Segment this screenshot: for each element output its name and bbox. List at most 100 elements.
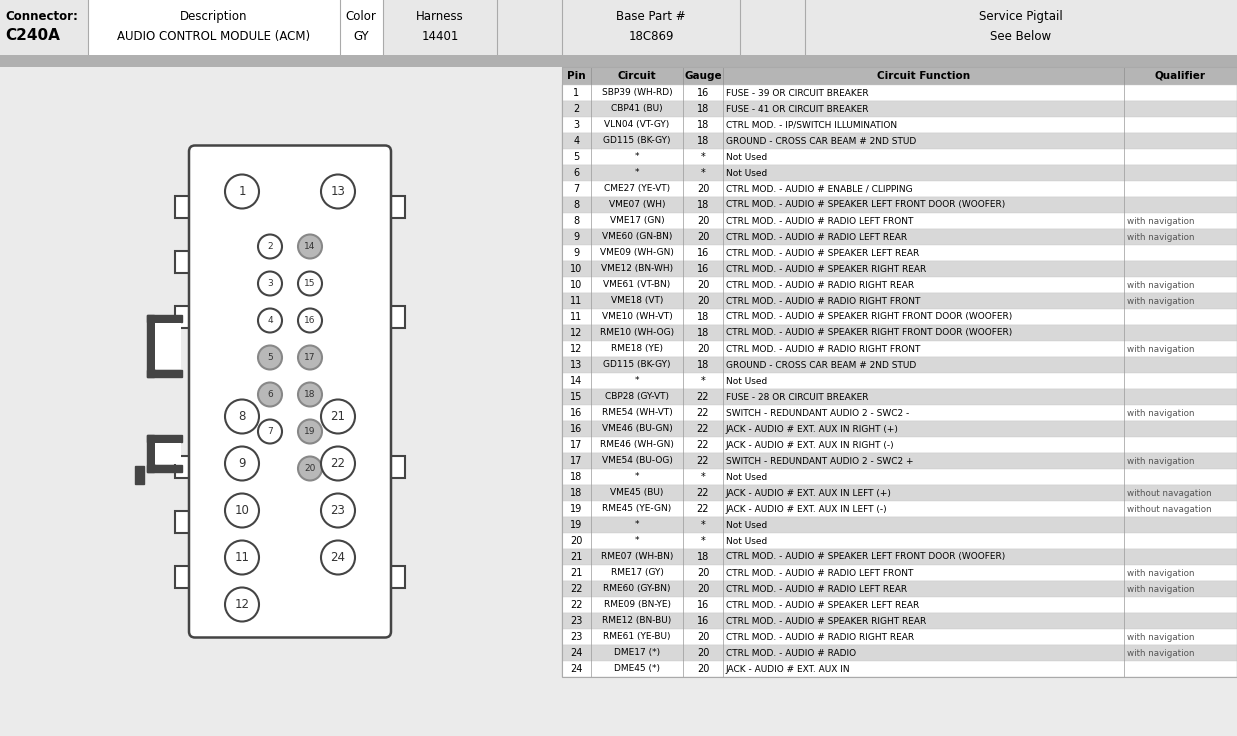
Text: RME09 (BN-YE): RME09 (BN-YE) (604, 601, 670, 609)
Bar (562, 325, 1237, 341)
Text: GD115 (BK-GY): GD115 (BK-GY) (604, 136, 670, 146)
Text: 11: 11 (235, 551, 250, 564)
Text: C240A: C240A (5, 28, 59, 43)
Text: 22: 22 (570, 584, 583, 594)
Text: 19: 19 (304, 427, 315, 436)
Text: CTRL MOD. - AUDIO # RADIO LEFT REAR: CTRL MOD. - AUDIO # RADIO LEFT REAR (726, 584, 907, 593)
Bar (683, 67, 722, 85)
Text: CTRL MOD. - AUDIO # SPEAKER LEFT REAR: CTRL MOD. - AUDIO # SPEAKER LEFT REAR (726, 249, 919, 258)
Bar (174, 250, 195, 272)
Circle shape (320, 540, 355, 575)
Text: Base Part #: Base Part # (616, 10, 685, 23)
Circle shape (225, 494, 259, 528)
Circle shape (298, 345, 322, 369)
Text: 18: 18 (696, 360, 709, 370)
Text: 22: 22 (570, 600, 583, 610)
Text: 10: 10 (570, 264, 583, 274)
Text: 7: 7 (267, 427, 273, 436)
Text: Circuit: Circuit (617, 71, 657, 81)
Text: 21: 21 (330, 410, 345, 423)
Text: RME18 (YE): RME18 (YE) (611, 344, 663, 353)
Circle shape (225, 540, 259, 575)
Bar (385, 456, 404, 478)
Text: 17: 17 (304, 353, 315, 362)
Bar (562, 309, 1237, 325)
Text: 16: 16 (696, 248, 709, 258)
Text: 3: 3 (573, 120, 579, 130)
Text: 6: 6 (573, 168, 579, 178)
Text: with navigation: with navigation (1127, 233, 1194, 241)
Bar (88, 0, 340, 55)
Text: with navigation: with navigation (1127, 344, 1194, 353)
Text: VME18 (VT): VME18 (VT) (611, 297, 663, 305)
Text: RME12 (BN-BU): RME12 (BN-BU) (602, 617, 672, 626)
Bar (562, 341, 1237, 357)
Text: 19: 19 (570, 504, 583, 514)
Text: VME54 (BU-OG): VME54 (BU-OG) (601, 456, 673, 465)
Circle shape (225, 174, 259, 208)
Text: 23: 23 (570, 616, 583, 626)
Text: 24: 24 (330, 551, 345, 564)
Text: 1: 1 (573, 88, 579, 98)
Text: 22: 22 (696, 440, 709, 450)
Bar (562, 101, 1237, 117)
Circle shape (320, 400, 355, 434)
Text: VME17 (GN): VME17 (GN) (610, 216, 664, 225)
Bar (562, 453, 1237, 469)
Text: *: * (635, 377, 640, 386)
Text: 14401: 14401 (422, 30, 459, 43)
Text: VME12 (BN-WH): VME12 (BN-WH) (601, 264, 673, 274)
Text: with navigation: with navigation (1127, 408, 1194, 417)
Text: VME61 (VT-BN): VME61 (VT-BN) (604, 280, 670, 289)
Text: VME60 (GN-BN): VME60 (GN-BN) (602, 233, 672, 241)
Text: 22: 22 (330, 457, 345, 470)
Bar (174, 196, 195, 218)
Bar (562, 517, 1237, 533)
Bar (562, 181, 1237, 197)
Text: CME27 (YE-VT): CME27 (YE-VT) (604, 185, 670, 194)
Bar (562, 261, 1237, 277)
Text: 16: 16 (696, 616, 709, 626)
Text: 20: 20 (570, 536, 583, 546)
Text: 20: 20 (696, 632, 709, 642)
Text: Not Used: Not Used (726, 152, 767, 161)
Text: 22: 22 (696, 424, 709, 434)
Bar (155, 322, 181, 369)
Text: 15: 15 (570, 392, 583, 402)
Bar (147, 434, 182, 442)
Text: VME45 (BU): VME45 (BU) (610, 489, 664, 498)
Text: RME46 (WH-GN): RME46 (WH-GN) (600, 441, 674, 450)
Text: 20: 20 (696, 184, 709, 194)
Text: 12: 12 (570, 344, 583, 354)
Circle shape (298, 420, 322, 444)
Text: CTRL MOD. - AUDIO # SPEAKER RIGHT REAR: CTRL MOD. - AUDIO # SPEAKER RIGHT REAR (726, 264, 925, 274)
Text: Not Used: Not Used (726, 537, 767, 545)
Text: VME09 (WH-GN): VME09 (WH-GN) (600, 249, 674, 258)
Bar (562, 357, 1237, 373)
Text: Not Used: Not Used (726, 520, 767, 529)
Circle shape (298, 272, 322, 295)
Text: CTRL MOD. - AUDIO # RADIO RIGHT REAR: CTRL MOD. - AUDIO # RADIO RIGHT REAR (726, 280, 914, 289)
Text: *: * (700, 168, 705, 178)
Text: 20: 20 (304, 464, 315, 473)
Text: *: * (700, 520, 705, 530)
Text: 20: 20 (696, 216, 709, 226)
Text: 14: 14 (304, 242, 315, 251)
Bar (562, 213, 1237, 229)
Text: 5: 5 (267, 353, 273, 362)
Text: 8: 8 (573, 216, 579, 226)
Bar (562, 197, 1237, 213)
Bar (562, 405, 1237, 421)
Bar (562, 485, 1237, 501)
Circle shape (259, 345, 282, 369)
Text: RME10 (WH-OG): RME10 (WH-OG) (600, 328, 674, 338)
Bar (174, 456, 195, 478)
Text: 13: 13 (330, 185, 345, 198)
Bar (562, 629, 1237, 645)
Circle shape (320, 174, 355, 208)
Bar (562, 597, 1237, 613)
Bar (562, 67, 591, 85)
Text: 18C869: 18C869 (628, 30, 674, 43)
Text: Not Used: Not Used (726, 169, 767, 177)
Text: with navigation: with navigation (1127, 297, 1194, 305)
